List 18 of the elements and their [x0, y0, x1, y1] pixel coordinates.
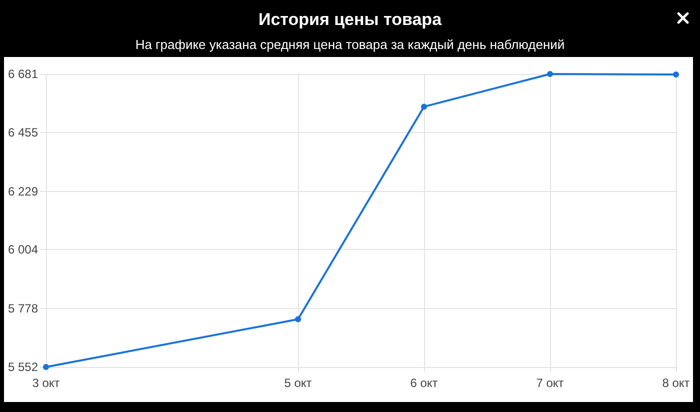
point [547, 71, 553, 77]
y-tick-label: 6 455 [8, 126, 38, 140]
y-tick-label: 5 552 [8, 360, 38, 374]
point [421, 104, 427, 110]
y-tick-label: 5 778 [8, 301, 38, 316]
y-tick-label: 6 229 [8, 184, 38, 198]
point [43, 364, 49, 370]
x-tick-label: 3 окт [32, 376, 60, 390]
x-tick-label: 5 окт [284, 376, 312, 390]
x-tick-label: 7 окт [536, 376, 564, 390]
y-tick-label: 6 004 [8, 242, 38, 257]
x-tick-label: 8 окт [662, 376, 690, 390]
chart-subtitle: На графике указана средняя цена товара за каждый день наблюдений [135, 37, 565, 52]
point [673, 72, 679, 78]
chart-title: История цены товара [258, 10, 442, 29]
y-tick-label: 6 681 [8, 67, 38, 81]
point [295, 316, 301, 322]
x-tick-label: 6 окт [410, 376, 438, 390]
